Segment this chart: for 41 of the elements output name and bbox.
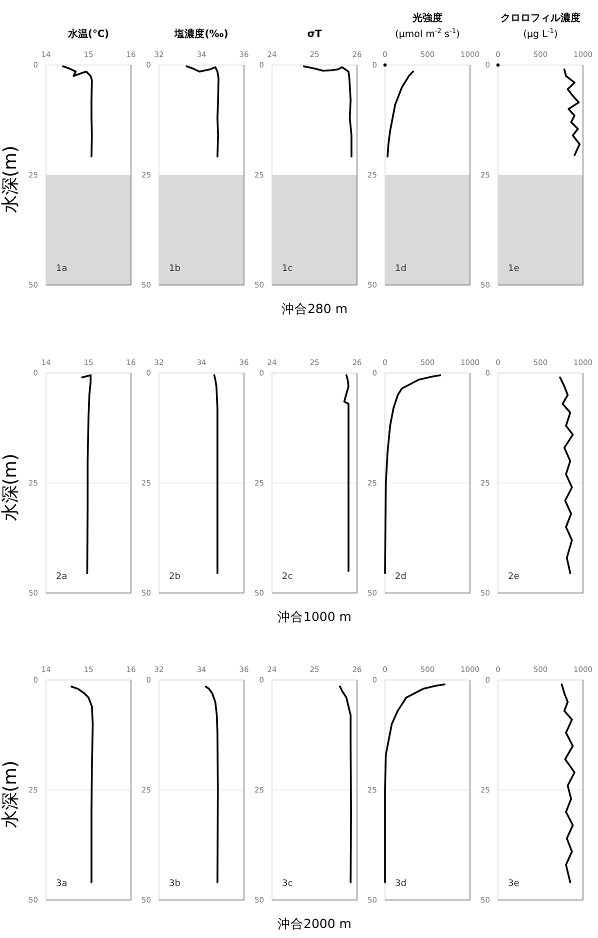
line-series bbox=[343, 374, 350, 572]
annotation: 3b bbox=[169, 879, 181, 889]
annotation: 2d bbox=[395, 572, 406, 582]
line-series bbox=[81, 374, 92, 574]
y-axis-title: 水深(m) bbox=[0, 146, 21, 214]
line-series bbox=[213, 374, 218, 574]
annotation: 3a bbox=[56, 879, 68, 889]
annotation: 2a bbox=[56, 572, 68, 582]
chart-title: クロロフィル濃度 bbox=[500, 12, 580, 24]
annotation: 3e bbox=[508, 879, 520, 889]
annotation: 2b bbox=[169, 572, 181, 582]
line-series bbox=[559, 376, 574, 574]
annotation: 2e bbox=[508, 572, 520, 582]
annotation: 1a bbox=[56, 264, 68, 274]
text: 沖合280 m bbox=[281, 301, 348, 316]
chart-title: 光強度 bbox=[412, 12, 442, 24]
text: 沖合1000 m bbox=[278, 609, 352, 624]
line-series bbox=[386, 70, 414, 158]
y-axis-title: 水深(m) bbox=[0, 760, 21, 828]
line-series bbox=[62, 65, 93, 158]
text: 沖合2000 m bbox=[278, 916, 352, 931]
annotation: 1e bbox=[508, 264, 520, 274]
chart-title: σT bbox=[307, 29, 322, 40]
annotation: 1c bbox=[282, 264, 293, 274]
annotation: 1d bbox=[395, 264, 406, 274]
line-series bbox=[70, 686, 94, 884]
line-series bbox=[186, 65, 220, 158]
chart-title: 塩濃度(‰) bbox=[174, 28, 228, 40]
line-series bbox=[302, 65, 352, 158]
chart-subtitle: (μg L$^{-1}$) bbox=[523, 27, 558, 40]
annotation: 2c bbox=[282, 572, 293, 582]
annotation: 3d bbox=[395, 879, 406, 889]
y-axis-title: 水深(m) bbox=[0, 454, 21, 522]
line-series bbox=[560, 684, 576, 884]
line-series bbox=[339, 686, 352, 884]
line-series bbox=[204, 686, 219, 884]
chart-title: 水温(℃) bbox=[66, 28, 110, 40]
line-series bbox=[563, 68, 580, 156]
annotation: 1b bbox=[169, 264, 181, 274]
chart-subtitle: (μmol m$^{-2}$ s$^{-1}$) bbox=[395, 27, 460, 40]
annotation: 3c bbox=[282, 879, 293, 889]
